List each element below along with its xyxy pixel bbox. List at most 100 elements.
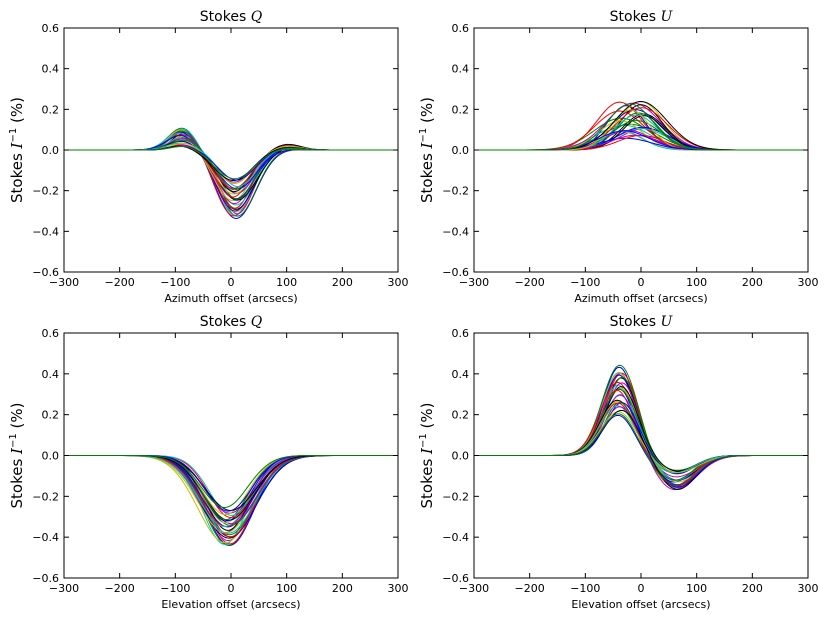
series-line-15 xyxy=(64,455,398,528)
y-tick-label: 0.0 xyxy=(42,144,60,157)
series-line-20 xyxy=(64,139,398,195)
series-group xyxy=(474,364,808,491)
series-line-28 xyxy=(64,455,398,511)
series-line-22 xyxy=(474,137,808,151)
series-group xyxy=(474,101,808,151)
series-line-19 xyxy=(64,138,398,194)
chart-title: Stokes Q xyxy=(200,314,263,330)
chart-title: Stokes Q xyxy=(200,9,263,25)
series-line-9 xyxy=(64,455,398,536)
x-tick-label: −300 xyxy=(459,582,489,595)
x-tick-label: −200 xyxy=(515,582,545,595)
series-line-30 xyxy=(64,455,398,508)
x-tick-label: 0 xyxy=(638,276,645,289)
x-tick-label: 0 xyxy=(638,582,645,595)
x-axis-label: Azimuth offset (arcsecs) xyxy=(574,292,707,305)
x-axis-label: Elevation offset (arcsecs) xyxy=(161,598,300,611)
y-tick-label: −0.2 xyxy=(442,185,469,198)
y-axis-label: Stokes I−1 (%) xyxy=(418,97,436,203)
y-tick-label: −0.6 xyxy=(32,266,59,279)
x-tick-label: −100 xyxy=(570,582,600,595)
x-tick-label: 300 xyxy=(798,582,819,595)
x-tick-label: 300 xyxy=(388,582,409,595)
series-line-24 xyxy=(64,455,398,518)
x-tick-label: 100 xyxy=(686,582,707,595)
y-tick-label: 0.2 xyxy=(452,409,470,422)
series-line-1 xyxy=(64,455,398,546)
y-tick-label: 0.4 xyxy=(452,368,470,381)
y-tick-label: −0.4 xyxy=(442,531,469,544)
y-tick-label: 0.0 xyxy=(452,144,470,157)
y-tick-label: 0.2 xyxy=(452,103,470,116)
y-tick-label: −0.6 xyxy=(442,266,469,279)
series-line-26 xyxy=(64,144,398,183)
series-line-8 xyxy=(64,131,398,212)
y-tick-label: −0.4 xyxy=(32,531,59,544)
x-tick-label: 200 xyxy=(332,582,353,595)
subplot-1: −300 −200 −100 0 100 200 300 −0.6 −0.4 −0.2 0.0 0.2… xyxy=(8,9,409,305)
series-line-11 xyxy=(64,132,398,206)
y-tick-label: −0.4 xyxy=(32,225,59,238)
x-tick-label: −300 xyxy=(459,276,489,289)
y-tick-label: 0.6 xyxy=(42,22,60,35)
series-line-29 xyxy=(64,455,398,512)
series-line-30 xyxy=(474,413,808,486)
y-tick-label: −0.2 xyxy=(32,185,59,198)
x-tick-label: −300 xyxy=(49,582,79,595)
y-axis-label: Stokes I−1 (%) xyxy=(8,97,26,203)
series-line-6 xyxy=(64,129,398,213)
y-tick-label: 0.0 xyxy=(452,450,470,463)
x-tick-label: 200 xyxy=(332,276,353,289)
series-group xyxy=(64,455,398,546)
subplot-2: −300 −200 −100 0 100 200 300 −0.6 −0.4 −0.2 0.0 0.2… xyxy=(418,9,819,305)
series-line-11 xyxy=(64,455,398,534)
x-tick-label: −100 xyxy=(160,582,190,595)
x-tick-label: 200 xyxy=(742,582,763,595)
series-line-25 xyxy=(64,455,398,516)
x-tick-label: −300 xyxy=(49,276,79,289)
series-line-26 xyxy=(64,455,398,514)
series-line-27 xyxy=(64,142,398,184)
series-line-30 xyxy=(474,103,808,151)
y-tick-label: −0.2 xyxy=(32,490,59,503)
series-group xyxy=(64,127,398,219)
series-line-29 xyxy=(64,145,398,181)
series-line-5 xyxy=(64,455,398,542)
x-tick-label: 100 xyxy=(686,276,707,289)
y-tick-label: −0.6 xyxy=(32,572,59,585)
y-tick-label: 0.2 xyxy=(42,103,60,116)
y-tick-label: −0.4 xyxy=(442,225,469,238)
series-line-28 xyxy=(64,145,398,182)
y-tick-label: 0.6 xyxy=(42,327,60,340)
series-line-25 xyxy=(474,114,808,151)
x-tick-label: −200 xyxy=(515,276,545,289)
y-tick-label: 0.4 xyxy=(42,63,60,76)
y-tick-label: 0.4 xyxy=(452,63,470,76)
x-axis-label: Elevation offset (arcsecs) xyxy=(571,598,710,611)
x-tick-label: −200 xyxy=(105,276,135,289)
x-tick-label: 0 xyxy=(228,582,235,595)
series-line-14 xyxy=(64,455,398,531)
x-tick-label: 200 xyxy=(742,276,763,289)
series-line-1 xyxy=(64,129,398,219)
x-tick-label: 300 xyxy=(798,276,819,289)
chart-title: Stokes U xyxy=(610,9,674,25)
x-tick-label: 100 xyxy=(276,276,297,289)
series-line-18 xyxy=(64,137,398,194)
subplot-3: −300 −200 −100 0 100 200 300 −0.6 −0.4 −0.2 0.0 0.2… xyxy=(8,314,409,611)
x-tick-label: −100 xyxy=(570,276,600,289)
y-axis-label: Stokes I−1 (%) xyxy=(418,403,436,509)
y-tick-label: −0.2 xyxy=(442,490,469,503)
subplot-4: −300 −200 −100 0 100 200 300 −0.6 −0.4 −0.2 0.0 0.2… xyxy=(418,314,819,611)
y-tick-label: 0.6 xyxy=(452,327,470,340)
y-tick-label: 0.4 xyxy=(42,368,60,381)
y-tick-label: 0.2 xyxy=(42,409,60,422)
x-tick-label: −200 xyxy=(105,582,135,595)
y-tick-label: −0.6 xyxy=(442,572,469,585)
y-axis-label: Stokes I−1 (%) xyxy=(8,403,26,509)
series-line-30 xyxy=(64,145,398,180)
y-tick-label: 0.6 xyxy=(452,22,470,35)
series-line-22 xyxy=(64,455,398,522)
series-line-5 xyxy=(64,130,398,215)
